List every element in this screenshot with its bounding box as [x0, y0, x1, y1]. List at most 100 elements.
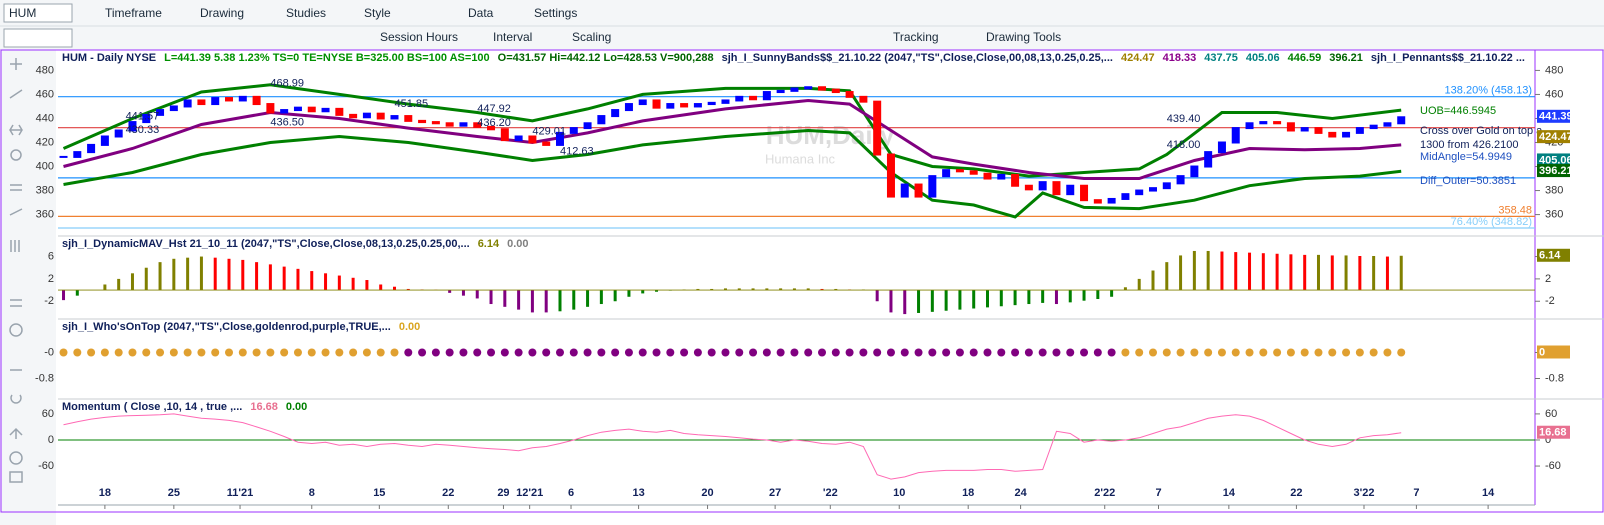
pennant-label: 436.50	[270, 117, 304, 129]
toolbar-button[interactable]: Scaling	[572, 30, 611, 44]
state-dot	[1148, 348, 1157, 357]
state-dot	[1259, 348, 1268, 357]
state-dot	[404, 348, 413, 357]
state-dot	[362, 348, 371, 357]
pennant-label: 451.85	[394, 98, 428, 110]
candle	[349, 113, 358, 119]
toolbar-button[interactable]: Studies	[286, 6, 326, 20]
x-tick-label: 29	[497, 487, 509, 499]
study-note: MidAngle=54.9949	[1420, 151, 1512, 163]
state-dot	[1107, 348, 1116, 357]
candle	[1300, 127, 1309, 132]
y-tick-label-left: 60	[42, 408, 54, 420]
toolbar-button[interactable]: Style	[364, 6, 391, 20]
interval-box[interactable]	[3, 28, 73, 48]
candle	[1314, 127, 1323, 134]
candle	[514, 135, 523, 142]
x-tick-label: 14	[1223, 487, 1236, 499]
state-dot	[1162, 348, 1171, 357]
state-dot	[555, 348, 564, 357]
candle	[1328, 131, 1337, 138]
panel-title: Momentum ( Close ,10, 14 , true ,...	[62, 401, 242, 413]
state-dot	[459, 348, 468, 357]
x-tick-label: '22	[823, 487, 838, 499]
state-dot	[1397, 348, 1406, 357]
candle	[459, 122, 468, 127]
band-line	[62, 83, 1402, 178]
candle	[100, 135, 109, 146]
toolbar-button[interactable]: Timeframe	[105, 6, 162, 20]
state-dot	[1342, 348, 1351, 357]
state-dot	[1383, 348, 1392, 357]
header-item: L=441.39 5.38 1.23% TS=0 TE=NYSE B=325.0…	[164, 52, 490, 64]
toolbar-button[interactable]: Session Hours	[380, 30, 458, 44]
state-dot	[831, 348, 840, 357]
toolbar-button[interactable]: Tracking	[893, 30, 939, 44]
y-tick-label-left: 480	[36, 64, 54, 76]
price-tag-label: 405.06	[1539, 154, 1573, 166]
state-dot	[1328, 348, 1337, 357]
price-tag	[1537, 130, 1570, 144]
candle	[1052, 181, 1061, 196]
state-dot	[128, 348, 137, 357]
header-item: 446.59	[1288, 52, 1322, 64]
x-tick-label: 12'21	[516, 487, 543, 499]
toolbar-button[interactable]: Interval	[493, 30, 532, 44]
state-dot	[845, 348, 854, 357]
state-dot	[225, 348, 234, 357]
state-dot	[886, 348, 895, 357]
state-dot	[169, 348, 178, 357]
x-tick-label: 8	[309, 487, 315, 499]
symbol-input[interactable]: HUM	[9, 6, 36, 20]
x-tick-label: 18	[962, 487, 974, 499]
state-dot	[1273, 348, 1282, 357]
candle	[1231, 127, 1240, 144]
candle	[886, 153, 895, 198]
header-item: 424.47	[1121, 52, 1155, 64]
study-note: UOB=446.5945	[1420, 105, 1496, 117]
toolbar-button[interactable]: Drawing	[200, 6, 244, 20]
toolbar-button[interactable]: Drawing Tools	[986, 30, 1061, 44]
state-dot	[1300, 348, 1309, 357]
state-dot	[321, 348, 330, 357]
y-tick-label-left: -0	[44, 346, 54, 358]
price-tag-label: 6.14	[1539, 250, 1561, 262]
state-dot	[1093, 348, 1102, 357]
sidebar-icons[interactable]	[9, 58, 23, 483]
band-line	[63, 98, 1402, 180]
symbol-box[interactable]	[3, 3, 73, 23]
price-tag-label: 16.68	[1539, 427, 1567, 439]
y-tick-label-left: -0.8	[35, 372, 54, 384]
x-tick-label: 11'21	[227, 487, 253, 499]
header-item: O=431.57 Hi=442.12 Lo=428.53 V=900,288	[498, 52, 714, 64]
state-dot	[707, 348, 716, 357]
toolbar-button[interactable]: Settings	[534, 6, 577, 20]
state-dot	[873, 348, 882, 357]
candle	[983, 172, 992, 180]
state-dot	[156, 348, 165, 357]
candle	[1355, 127, 1364, 134]
y-tick-label-left: 360	[36, 208, 54, 220]
x-tick-label: 22	[1290, 487, 1302, 499]
state-dot	[928, 348, 937, 357]
candle	[569, 127, 578, 134]
state-dot	[1217, 348, 1226, 357]
y-tick-label: 460	[1545, 88, 1563, 100]
state-dot	[293, 348, 302, 357]
candle	[583, 122, 592, 130]
price-tag-label: 441.39	[1539, 111, 1573, 123]
state-dot	[583, 348, 592, 357]
candle	[818, 86, 827, 91]
candle	[390, 115, 399, 120]
candle	[845, 91, 854, 98]
toolbar-button[interactable]: Data	[468, 6, 494, 20]
candle	[597, 115, 606, 125]
candle	[721, 99, 730, 104]
state-dot	[624, 348, 633, 357]
candle	[87, 143, 96, 154]
x-tick-label: 3'22	[1354, 487, 1375, 499]
candle	[431, 121, 440, 125]
candle	[156, 109, 165, 116]
header-item: 418.33	[1163, 52, 1197, 64]
